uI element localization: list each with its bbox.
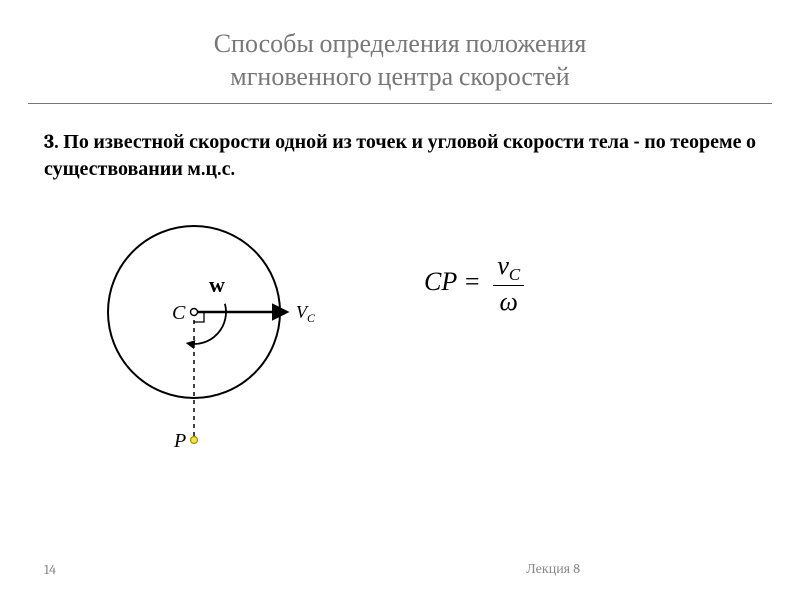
diagram: Cw VC P (64, 212, 324, 476)
slide: Способы определения положения мгновенног… (0, 0, 800, 600)
svg-text:P: P (173, 430, 186, 452)
lecture-label: Лекция 8 (526, 560, 580, 578)
svg-text:w: w (209, 272, 225, 297)
svg-text:VC: VC (296, 302, 315, 325)
page-number: 14 (44, 561, 56, 578)
formula-lhs: CP (424, 267, 457, 296)
formula-fraction: vCω (493, 252, 524, 316)
formula-denominator: ω (493, 286, 524, 317)
title-underline (28, 103, 772, 104)
svg-text:C: C (172, 302, 186, 324)
formula: CP = vCω (424, 252, 524, 316)
diagram-svg: Cw VC P (64, 212, 324, 472)
title-line-2: мгновенного центра скоростей (0, 61, 800, 94)
title-block: Способы определения положения мгновенног… (0, 0, 800, 99)
subtitle-text: 3. По известной скорости одной из точек … (44, 128, 756, 182)
formula-eq: = (457, 267, 488, 296)
formula-numerator: vC (493, 252, 524, 286)
title-line-1: Способы определения положения (0, 28, 800, 61)
content-area: Cw VC P CP = vCω (44, 212, 756, 512)
